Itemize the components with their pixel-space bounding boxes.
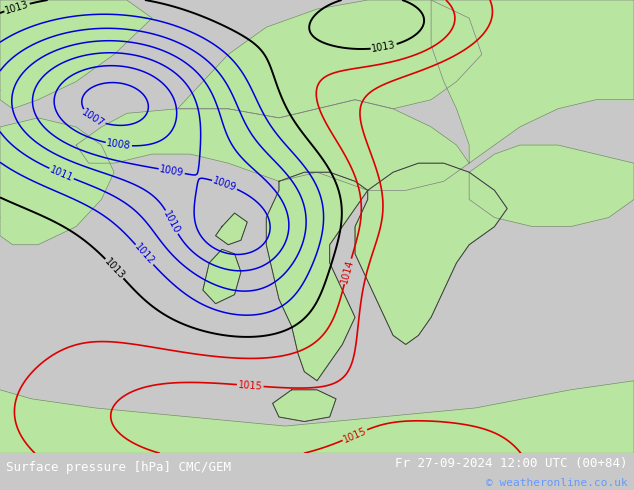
Polygon shape (216, 213, 247, 245)
Text: 1014: 1014 (340, 258, 356, 285)
Text: 1009: 1009 (212, 175, 238, 193)
Text: 1007: 1007 (81, 107, 107, 129)
Text: 1010: 1010 (162, 209, 182, 235)
Text: 1015: 1015 (342, 426, 368, 444)
Text: 1009: 1009 (158, 164, 184, 178)
Polygon shape (469, 145, 634, 226)
Polygon shape (431, 0, 634, 163)
Text: Surface pressure [hPa] CMC/GEM: Surface pressure [hPa] CMC/GEM (6, 462, 231, 474)
Polygon shape (355, 163, 507, 344)
Text: 1011: 1011 (48, 164, 75, 183)
Text: 1015: 1015 (238, 380, 263, 392)
Polygon shape (0, 0, 152, 109)
Polygon shape (76, 100, 469, 190)
Text: 1013: 1013 (103, 256, 127, 281)
Text: 1008: 1008 (106, 138, 131, 151)
Polygon shape (0, 0, 634, 453)
Text: 1013: 1013 (371, 40, 397, 54)
Polygon shape (203, 249, 241, 304)
Polygon shape (178, 0, 482, 118)
Text: 1012: 1012 (133, 242, 157, 267)
Polygon shape (266, 172, 368, 381)
Text: © weatheronline.co.uk: © weatheronline.co.uk (486, 478, 628, 488)
Text: 1013: 1013 (4, 0, 30, 16)
Polygon shape (273, 390, 336, 421)
Polygon shape (0, 381, 634, 453)
Text: Fr 27-09-2024 12:00 UTC (00+84): Fr 27-09-2024 12:00 UTC (00+84) (395, 457, 628, 470)
Polygon shape (0, 118, 114, 245)
